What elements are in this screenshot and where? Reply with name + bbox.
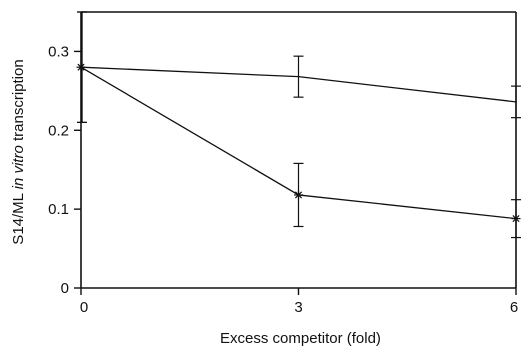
y-axis-title-italic: in vitro bbox=[10, 145, 27, 189]
data-point bbox=[297, 75, 300, 78]
data-point bbox=[511, 214, 521, 224]
x-tick-label: 0 bbox=[80, 299, 88, 316]
y-tick-label: 0.2 bbox=[48, 122, 69, 139]
y-tick-label: 0.3 bbox=[48, 43, 69, 60]
data-point bbox=[515, 101, 517, 103]
axes: 0 0.1 0.2 0.3 0 3 6 bbox=[48, 11, 518, 316]
series-group bbox=[76, 11, 521, 239]
y-axis-title-suffix: transcription bbox=[10, 59, 27, 145]
data-point bbox=[76, 62, 86, 72]
y-axis-title: S14/ML in vitro transcription bbox=[10, 59, 27, 244]
y-tick-label: 0 bbox=[61, 280, 69, 297]
y-axis-title-prefix: S14/ML bbox=[10, 189, 27, 244]
x-axis-title: Excess competitor (fold) bbox=[220, 330, 381, 347]
x-tick-label: 6 bbox=[510, 299, 518, 316]
data-point bbox=[294, 190, 303, 200]
y-tick-label: 0.1 bbox=[48, 201, 69, 218]
x-tick-label: 3 bbox=[294, 299, 302, 316]
series-2 bbox=[76, 11, 521, 239]
series-1 bbox=[77, 11, 521, 124]
